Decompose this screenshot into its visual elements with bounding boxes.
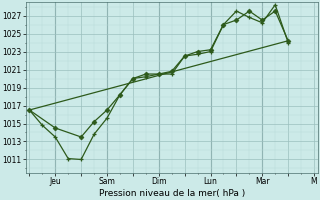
X-axis label: Pression niveau de la mer( hPa ): Pression niveau de la mer( hPa ) [99,189,245,198]
